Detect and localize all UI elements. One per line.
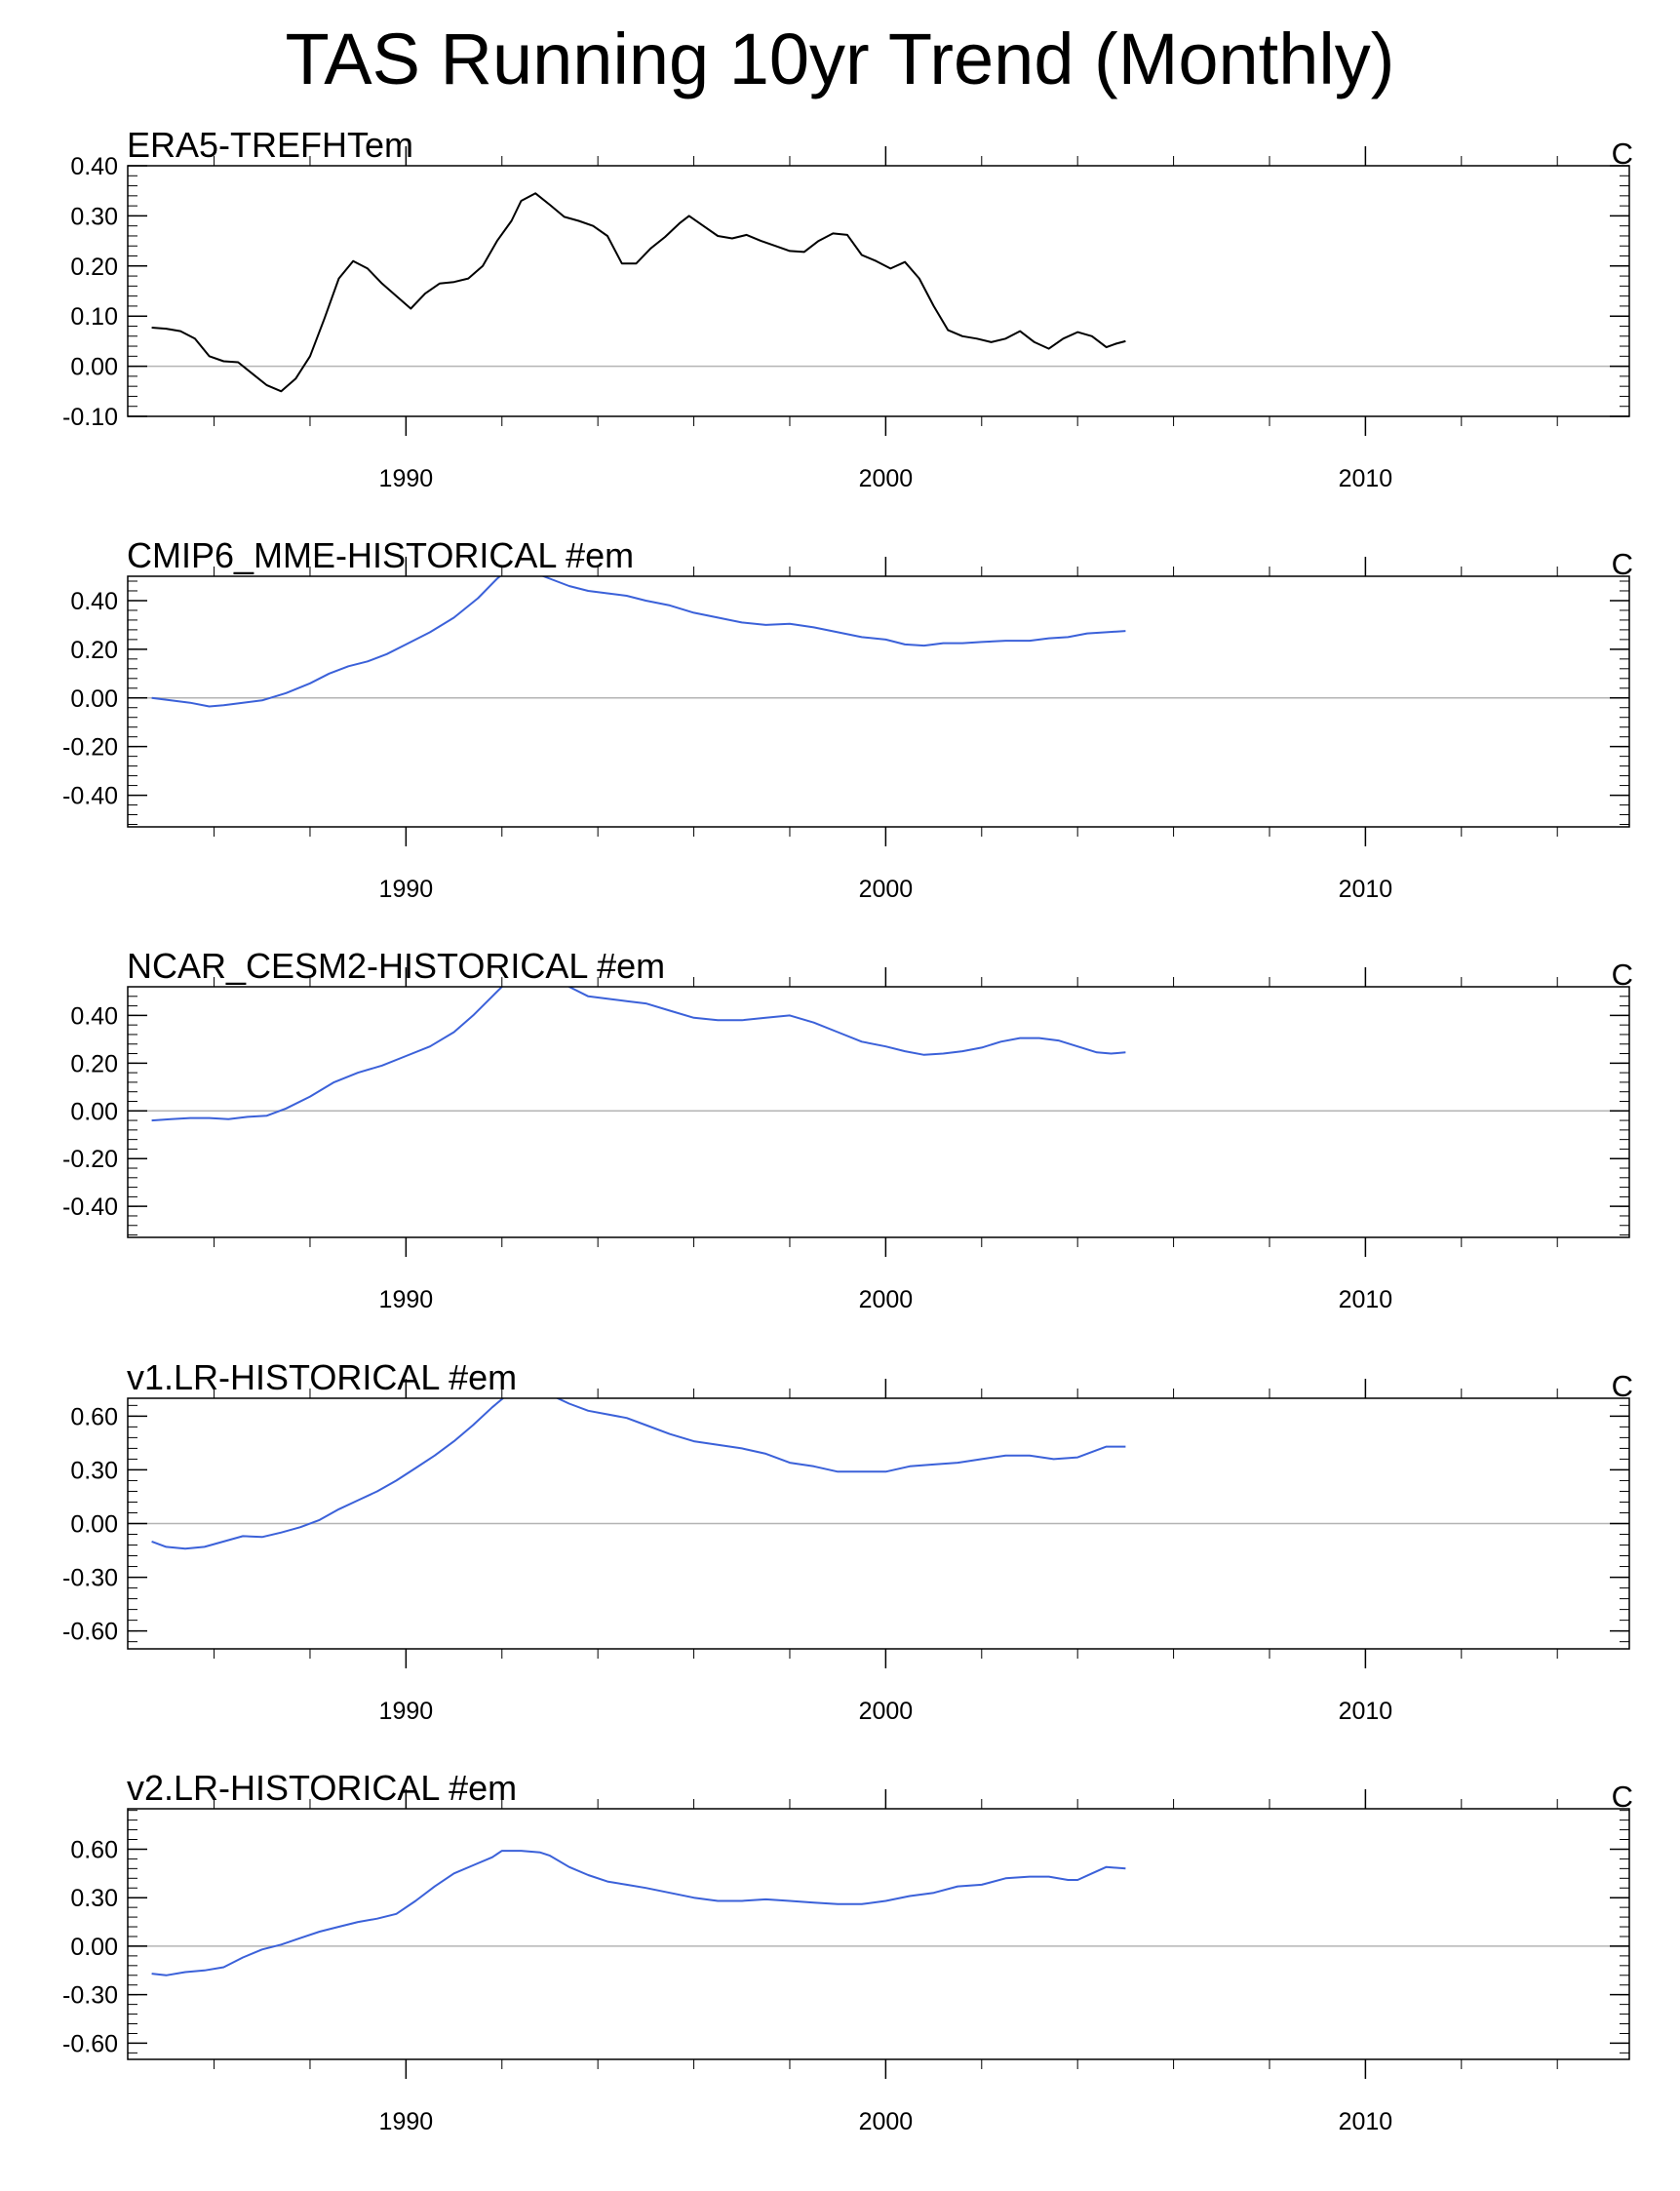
y-tick-label: 0.30 [70,1885,118,1912]
x-tick-label: 2010 [1339,2108,1393,2135]
y-tick-label: 0.20 [70,1050,118,1077]
y-tick-label: -0.60 [62,2030,118,2057]
x-tick-label: 2010 [1339,1286,1393,1313]
y-tick-label: 0.30 [70,203,118,230]
y-tick-label: -0.10 [62,404,118,431]
y-tick-label: 0.40 [70,1002,118,1030]
y-tick-label: 0.40 [70,153,118,180]
chart-svg: -0.10 0.00 0.10 0.20 0.30 0.40 1990 2000 2010 [62,146,1630,492]
chart-panel-cmip6-mme: CMIP6_MME-HISTORICAL #em C -0.40 -0.20 0.0… [0,535,1680,945]
chart-panel-v1-lr: v1.LR-HISTORICAL #em C -0.60 -0.30 0.00 0.3… [0,1357,1680,1767]
chart-svg: -0.60 -0.30 0.00 0.30 0.60 1990 2000 2010 [62,1789,1630,2135]
x-tick-label: 1990 [379,2108,434,2135]
x-tick-label: 2010 [1339,465,1393,492]
plot-frame [127,1397,1630,1650]
x-tick-label: 2000 [859,2108,914,2135]
x-tick-label: 2010 [1339,876,1393,903]
y-tick-label: -0.20 [62,1146,118,1173]
x-tick-label: 2000 [859,876,914,903]
series-line [151,1398,1126,1550]
y-tick-label: -0.30 [62,1982,118,2010]
panel-title: ERA5-TREFHTem [127,125,414,165]
series-line [151,1850,1126,1976]
y-tick-label: 0.20 [70,637,118,664]
series-line [151,192,1126,393]
series-line [151,987,1126,1122]
chart-svg: -0.60 -0.30 0.00 0.30 0.60 1990 2000 2010 [62,1379,1630,1725]
chart-panel-era5: ERA5-TREFHTem C -0.10 0.00 0.10 0.20 0.30 0.4… [0,125,1680,534]
y-tick-label: 0.00 [70,1098,118,1125]
y-tick-label: 0.00 [70,1934,118,1961]
chart-svg: -0.40 -0.20 0.00 0.20 0.40 1990 2000 2010 [62,967,1630,1313]
y-tick-label: 0.60 [70,1403,118,1430]
y-tick-label: 0.60 [70,1836,118,1863]
y-tick-label: 0.00 [70,1511,118,1539]
y-tick-label: -0.20 [62,734,118,762]
panel-title: v2.LR-HISTORICAL #em [127,1768,518,1808]
panel-units: C [1611,547,1633,581]
y-tick-label: -0.40 [62,783,118,810]
panel-title: v1.LR-HISTORICAL #em [127,1357,518,1397]
x-tick-label: 1990 [379,465,434,492]
y-tick-label: -0.60 [62,1619,118,1646]
chart-panel-ncar-cesm2: NCAR_CESM2-HISTORICAL #em C -0.40 -0.20 0.… [0,946,1680,1355]
y-tick-label: 0.30 [70,1457,118,1484]
x-tick-label: 1990 [379,1286,434,1313]
y-tick-label: 0.20 [70,254,118,281]
panel-units: C [1611,137,1633,171]
plot-frame [127,986,1630,1238]
series-line [151,576,1126,708]
chart-svg: -0.40 -0.20 0.00 0.20 0.40 1990 2000 2010 [62,557,1630,903]
main-title: TAS Running 10yr Trend (Monthly) [285,19,1395,99]
plot-frame [127,575,1630,828]
panel-units: C [1611,958,1633,992]
y-tick-label: 0.40 [70,588,118,615]
x-tick-label: 2000 [859,465,914,492]
panel-units: C [1611,1780,1633,1814]
x-tick-label: 2000 [859,1286,914,1313]
y-tick-label: 0.00 [70,354,118,381]
chart-panel-v2-lr: v2.LR-HISTORICAL #em C -0.60 -0.30 0.00 0.3… [0,1768,1680,2177]
panel-title: NCAR_CESM2-HISTORICAL #em [127,946,666,986]
x-tick-label: 2000 [859,1698,914,1725]
y-tick-label: 0.10 [70,303,118,331]
panel-title: CMIP6_MME-HISTORICAL #em [127,535,635,575]
x-tick-label: 2010 [1339,1698,1393,1725]
panel-units: C [1611,1369,1633,1403]
plot-frame [127,1808,1630,2060]
y-tick-label: -0.40 [62,1193,118,1221]
y-tick-label: 0.00 [70,685,118,713]
x-tick-label: 1990 [379,876,434,903]
x-tick-label: 1990 [379,1698,434,1725]
y-tick-label: -0.30 [62,1565,118,1592]
plot-frame [127,165,1630,417]
